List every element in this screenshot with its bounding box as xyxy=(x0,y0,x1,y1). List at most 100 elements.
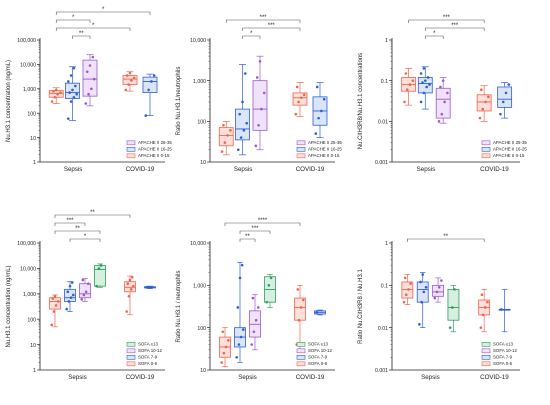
data-point xyxy=(69,100,73,103)
data-point xyxy=(402,300,406,304)
significance-bracket xyxy=(69,238,101,242)
y-tick-label: 100 xyxy=(27,111,36,117)
y-tick-label: 10,000 xyxy=(20,267,36,273)
y-tick-label: 100 xyxy=(27,317,36,323)
data-point xyxy=(254,144,258,148)
data-point xyxy=(91,55,95,59)
legend-item: APACHE II 16-25 xyxy=(126,147,172,152)
legend-label: SOFA 10-12 xyxy=(493,348,517,353)
box-iqr xyxy=(124,281,136,293)
data-point xyxy=(52,89,55,93)
y-axis-label: Ratio Nu.CitH3R8 / Nu.H3.1 xyxy=(358,268,364,343)
data-point xyxy=(67,117,70,120)
data-point xyxy=(446,91,449,95)
data-point xyxy=(480,88,483,91)
data-point xyxy=(84,290,88,294)
data-point xyxy=(51,297,55,300)
data-point xyxy=(408,83,412,86)
significance-bracket xyxy=(72,35,91,39)
data-point xyxy=(486,300,489,304)
legend-swatch xyxy=(296,153,306,159)
box-iqr xyxy=(294,297,306,321)
y-tick-label: 1,000 xyxy=(193,79,206,85)
significance-label: *** xyxy=(443,15,451,21)
data-point xyxy=(128,278,132,282)
box-iqr xyxy=(292,92,308,106)
data-point xyxy=(69,74,73,77)
data-point xyxy=(297,100,300,104)
data-point xyxy=(245,121,248,125)
data-point xyxy=(294,112,298,116)
legend-swatch xyxy=(296,348,306,354)
data-point xyxy=(150,80,153,83)
legend-swatch xyxy=(481,348,491,354)
data-point xyxy=(484,100,487,104)
data-point xyxy=(257,306,260,309)
legend-item: APACHE II 25-35 xyxy=(126,140,172,146)
data-point xyxy=(237,148,240,152)
data-point xyxy=(125,310,128,313)
data-point xyxy=(407,288,410,291)
data-point xyxy=(422,290,426,294)
significance-label: ** xyxy=(443,234,448,240)
legend-item: APACHE II 0-15 xyxy=(481,153,525,159)
data-point xyxy=(315,311,319,314)
data-point xyxy=(421,81,424,84)
data-point xyxy=(422,91,426,95)
data-point xyxy=(66,290,70,294)
data-point xyxy=(299,306,303,309)
data-point xyxy=(50,100,54,103)
legend-item: SOFA 10-12 xyxy=(296,348,332,354)
data-point xyxy=(130,275,134,279)
y-tick-label: 100,000 xyxy=(17,241,36,247)
data-point xyxy=(451,306,454,309)
data-point xyxy=(128,71,132,75)
x-tick-label: Sepsis xyxy=(238,374,257,381)
y-tick-label: 0.01 xyxy=(378,120,388,126)
box-1 xyxy=(235,64,250,156)
y-axis-label: Ratio Nu.H3.1 / neutrophils xyxy=(176,270,182,342)
legend-label: SOFA 7-9 xyxy=(493,355,513,360)
box-2 xyxy=(432,277,444,303)
legend-swatch xyxy=(481,153,491,159)
box-3 xyxy=(264,274,276,308)
data-point xyxy=(302,298,305,302)
data-point xyxy=(147,88,150,92)
x-tick-label: Sepsis xyxy=(421,374,440,381)
legend-swatch xyxy=(296,140,306,146)
data-point xyxy=(75,92,78,96)
legend-item: SOFA 7-9 xyxy=(481,355,513,360)
significance-bracket xyxy=(408,19,485,23)
significance-bracket xyxy=(55,27,131,31)
data-point xyxy=(57,300,60,303)
data-point xyxy=(129,288,133,291)
data-point xyxy=(481,107,485,111)
chart-panel-d: 1 10 100 1,000 10,000 100,000 Nu.H3.1 concentr… xyxy=(6,210,165,381)
box-2 xyxy=(249,294,261,351)
data-point xyxy=(478,116,482,120)
y-tick-label: 100 xyxy=(197,326,206,332)
data-point xyxy=(269,276,273,280)
significance-bracket xyxy=(54,230,101,234)
data-point xyxy=(479,326,483,329)
data-point xyxy=(411,79,415,82)
box-iqr xyxy=(476,94,492,112)
data-point xyxy=(132,76,136,80)
data-point xyxy=(244,72,247,75)
box-iqr xyxy=(122,75,138,85)
legend-label: APACHE II 0-15 xyxy=(138,153,170,158)
box-4 xyxy=(478,289,491,333)
legend-swatch xyxy=(126,147,136,152)
y-axis-label: Ratio Nu.H3.1/neutrophils xyxy=(176,67,182,136)
data-point xyxy=(125,74,129,77)
data-point xyxy=(52,310,56,313)
data-point xyxy=(67,300,71,303)
data-point xyxy=(295,85,299,89)
data-point xyxy=(238,112,241,116)
significance-bracket xyxy=(424,35,444,39)
data-point xyxy=(428,83,431,86)
data-point xyxy=(252,330,256,334)
data-point xyxy=(53,95,57,99)
data-point xyxy=(144,114,148,117)
